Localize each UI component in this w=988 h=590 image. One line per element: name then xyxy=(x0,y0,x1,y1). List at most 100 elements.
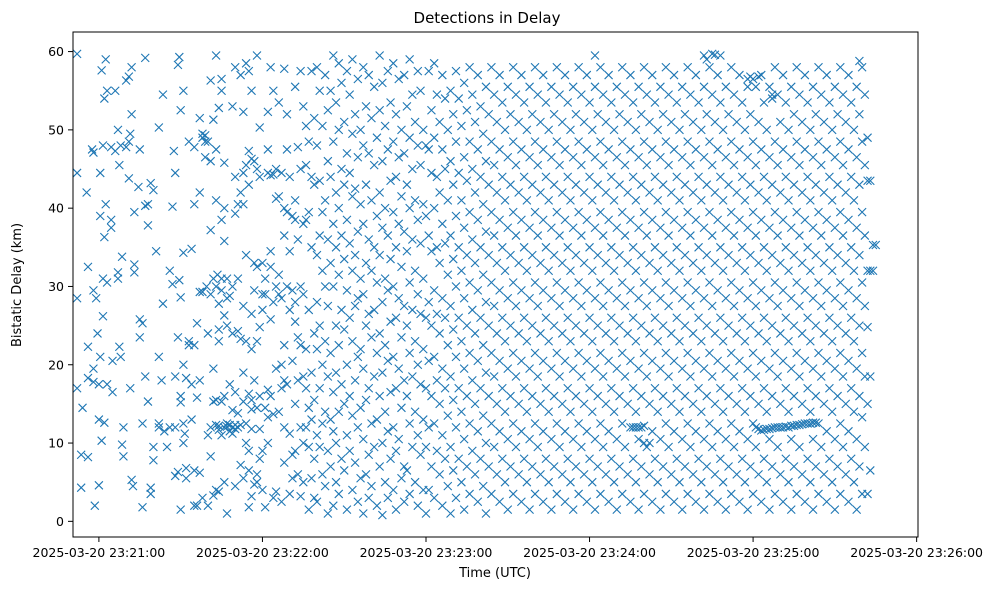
data-point xyxy=(93,329,102,338)
data-point xyxy=(432,90,442,100)
data-point xyxy=(451,282,461,291)
data-point xyxy=(337,454,346,464)
data-point xyxy=(506,109,515,119)
data-point xyxy=(811,109,821,119)
data-point xyxy=(350,301,360,311)
data-point xyxy=(661,278,671,287)
data-point xyxy=(342,66,352,76)
data-point xyxy=(369,305,379,315)
data-point xyxy=(765,82,774,92)
data-point xyxy=(833,250,842,260)
data-point xyxy=(805,125,815,135)
data-point xyxy=(170,372,180,381)
data-point xyxy=(478,411,488,421)
data-point xyxy=(304,442,314,452)
data-point xyxy=(754,72,763,82)
data-point xyxy=(582,70,592,80)
data-point xyxy=(590,152,600,162)
data-point xyxy=(356,274,365,284)
data-point xyxy=(686,160,695,170)
data-point xyxy=(495,497,504,507)
data-point xyxy=(754,258,763,268)
data-point xyxy=(844,145,853,154)
data-point xyxy=(181,373,191,383)
data-point xyxy=(549,321,559,330)
data-point xyxy=(650,172,660,182)
data-point xyxy=(571,321,581,330)
data-point xyxy=(500,477,510,487)
data-point xyxy=(72,49,82,59)
data-point xyxy=(860,160,870,170)
data-point xyxy=(124,72,134,82)
data-point xyxy=(342,505,352,514)
data-point xyxy=(593,462,603,471)
data-point xyxy=(743,364,753,374)
data-point xyxy=(707,301,717,311)
data-point xyxy=(364,493,374,503)
data-point xyxy=(83,452,93,462)
data-point xyxy=(372,501,382,511)
data-point xyxy=(301,383,311,393)
data-point xyxy=(656,223,665,233)
data-point xyxy=(432,242,442,252)
data-point xyxy=(868,240,878,250)
data-point xyxy=(454,383,464,393)
data-point xyxy=(702,321,712,330)
data-point xyxy=(784,422,793,432)
data-point xyxy=(811,321,821,330)
data-point xyxy=(669,356,679,366)
data-point xyxy=(525,152,534,162)
data-point xyxy=(380,407,390,417)
data-point xyxy=(566,477,575,487)
data-point xyxy=(315,321,325,330)
data-point xyxy=(274,289,284,299)
data-point xyxy=(113,274,123,284)
data-point xyxy=(642,231,652,240)
data-point xyxy=(582,215,592,225)
data-point xyxy=(598,90,608,100)
data-point xyxy=(713,70,723,80)
data-point xyxy=(560,145,570,154)
data-point xyxy=(500,407,510,417)
data-point xyxy=(318,266,327,276)
data-point xyxy=(677,293,687,303)
data-point xyxy=(686,372,695,381)
data-point xyxy=(377,223,387,233)
data-point xyxy=(797,329,807,338)
data-point xyxy=(437,430,447,440)
data-point xyxy=(675,407,684,417)
data-point xyxy=(835,348,845,358)
data-point xyxy=(808,434,818,444)
data-point xyxy=(857,207,867,217)
data-point xyxy=(124,174,134,183)
data-point xyxy=(609,477,619,487)
data-point xyxy=(298,438,308,448)
data-point xyxy=(732,117,742,127)
data-point xyxy=(247,344,256,354)
data-point xyxy=(345,446,355,456)
data-point xyxy=(312,497,322,507)
data-point xyxy=(726,137,736,147)
data-point xyxy=(508,419,518,428)
data-point xyxy=(857,278,867,287)
data-point xyxy=(413,430,423,440)
data-point xyxy=(364,383,374,393)
data-point xyxy=(784,336,793,346)
data-point xyxy=(773,442,783,452)
data-point xyxy=(795,442,804,452)
data-point xyxy=(129,207,139,217)
data-point xyxy=(653,125,663,135)
data-point xyxy=(552,348,562,358)
data-point xyxy=(296,164,305,174)
data-point xyxy=(383,426,393,436)
data-point xyxy=(102,379,112,389)
data-point xyxy=(816,160,826,170)
data-point xyxy=(710,258,720,268)
data-point xyxy=(636,422,646,432)
data-point xyxy=(653,336,663,346)
data-point xyxy=(765,152,774,162)
data-point xyxy=(214,425,224,435)
data-point xyxy=(222,509,232,518)
data-point xyxy=(620,90,630,100)
data-point xyxy=(756,356,766,366)
